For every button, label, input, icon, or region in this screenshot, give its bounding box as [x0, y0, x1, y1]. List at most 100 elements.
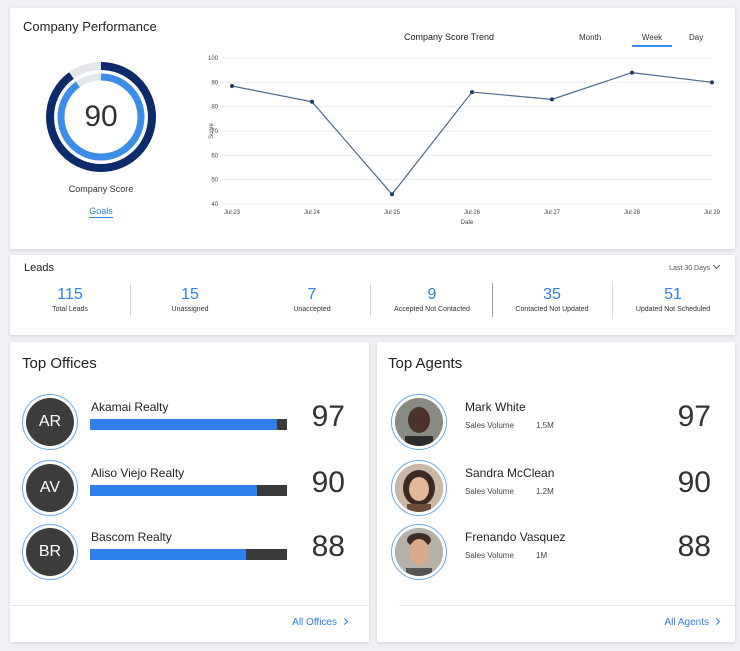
- agent-row[interactable]: Mark White Sales Volume 1.5M 97: [377, 394, 735, 454]
- x-axis-label: Date: [461, 220, 474, 226]
- chevron-down-icon[interactable]: [712, 261, 721, 270]
- agent-photo-icon: [395, 398, 443, 446]
- office-row[interactable]: AR Akamai Realty 97: [10, 394, 369, 454]
- data-point: [390, 192, 394, 197]
- agent-row[interactable]: Frenando Vasquez Sales Volume 1M 88: [377, 524, 735, 584]
- agent-name[interactable]: Mark White: [465, 400, 526, 414]
- stat-value[interactable]: 9: [427, 286, 437, 303]
- stat-value[interactable]: 51: [664, 286, 682, 303]
- office-row[interactable]: AV Aliso Viejo Realty 90: [10, 460, 369, 520]
- tab-day[interactable]: Day: [689, 33, 704, 42]
- office-score: 97: [311, 400, 345, 433]
- stat-accepted-not-contacted[interactable]: 9 Accepted Not Contacted: [372, 286, 492, 313]
- avatar: AR: [22, 394, 78, 450]
- avatar: [391, 394, 447, 450]
- top-offices-title: Top Offices: [22, 355, 97, 372]
- office-score-bar-fill: [90, 485, 258, 496]
- tab-week[interactable]: Week: [632, 33, 672, 47]
- avatar-initials: BR: [26, 528, 74, 576]
- office-name[interactable]: Aliso Viejo Realty: [91, 466, 185, 480]
- stat-label: Unassigned: [171, 306, 209, 313]
- office-score-bar: [90, 485, 287, 496]
- company-score-value: 90: [84, 100, 118, 133]
- sales-volume-value: 1.5M: [536, 421, 554, 430]
- y-tick-label: 40: [211, 202, 218, 208]
- agent-photo-icon: [395, 528, 443, 576]
- x-tick-label: Jul 29: [704, 210, 721, 216]
- score-trend-chart: 40 50 60 70 80 90 100 Jul 23 Jul 24 Jul 25 Jul 26 J…: [208, 56, 721, 226]
- y-tick-label: 50: [211, 178, 218, 184]
- divider: [10, 605, 369, 606]
- stat-updated-not-scheduled[interactable]: 51 Updated Not Scheduled: [613, 286, 733, 313]
- goals-link-text[interactable]: Goals: [89, 206, 113, 218]
- leads-title: Leads: [24, 262, 54, 274]
- x-tick-label: Jul 27: [544, 210, 561, 216]
- company-score-label: Company Score: [68, 184, 134, 194]
- stat-label: Contacted Not Updated: [515, 306, 589, 313]
- top-agents-card: Top Agents Mark White Sales Volume 1.5M …: [377, 342, 735, 642]
- avatar: BR: [22, 524, 78, 580]
- leads-range-dropdown[interactable]: Last 30 Days: [669, 261, 721, 272]
- agent-name[interactable]: Frenando Vasquez: [465, 530, 566, 544]
- divider: [370, 283, 371, 317]
- office-score: 90: [311, 466, 345, 499]
- divider: [612, 283, 613, 317]
- divider: [399, 605, 735, 606]
- leads-card: Leads Last 30 Days 115 Total Leads 15 Unas…: [10, 255, 735, 335]
- stat-total-leads[interactable]: 115 Total Leads: [10, 286, 130, 313]
- sales-volume-label: Sales Volume: [465, 421, 514, 430]
- office-score-bar: [90, 419, 287, 430]
- tab-month[interactable]: Month: [579, 33, 602, 42]
- x-tick-label: Jul 25: [384, 210, 401, 216]
- goals-link[interactable]: Goals: [46, 206, 156, 218]
- all-offices-label[interactable]: All Offices: [292, 617, 337, 628]
- company-score-gauge: [46, 62, 156, 172]
- sales-volume-label: Sales Volume: [465, 551, 514, 560]
- agent-score: 88: [677, 530, 711, 563]
- avatar: AV: [22, 460, 78, 516]
- all-offices-link[interactable]: All Offices: [292, 617, 349, 628]
- agent-score: 90: [677, 466, 711, 499]
- agent-score: 97: [677, 400, 711, 433]
- y-tick-label: 70: [211, 129, 218, 135]
- data-point: [230, 83, 234, 88]
- performance-title: Company Performance: [23, 19, 157, 34]
- all-agents-label[interactable]: All Agents: [664, 617, 709, 628]
- stat-value[interactable]: 115: [57, 286, 83, 303]
- agent-row[interactable]: Sandra McClean Sales Volume 1.2M 90: [377, 460, 735, 520]
- leads-range-label[interactable]: Last 30 Days: [669, 265, 710, 272]
- x-tick-label: Jul 28: [624, 210, 641, 216]
- stat-value[interactable]: 35: [543, 286, 561, 303]
- stat-label: Total Leads: [52, 306, 88, 313]
- stat-value[interactable]: 7: [307, 286, 317, 303]
- office-name[interactable]: Akamai Realty: [91, 400, 169, 414]
- stat-label: Updated Not Scheduled: [635, 306, 711, 313]
- y-tick-label: 100: [208, 56, 219, 62]
- stat-value[interactable]: 15: [181, 286, 199, 303]
- office-row[interactable]: BR Bascom Realty 88: [10, 524, 369, 584]
- chevron-right-icon[interactable]: [340, 617, 349, 626]
- y-tick-label: 80: [211, 105, 218, 111]
- office-name[interactable]: Bascom Realty: [91, 530, 172, 544]
- top-agents-title: Top Agents: [388, 355, 463, 372]
- data-point: [710, 80, 714, 85]
- agent-name[interactable]: Sandra McClean: [465, 466, 555, 480]
- agent-photo-icon: [395, 464, 443, 512]
- all-agents-link[interactable]: All Agents: [664, 617, 721, 628]
- y-tick-label: 90: [211, 80, 218, 86]
- chevron-right-icon[interactable]: [712, 617, 721, 626]
- office-score-bar: [90, 549, 287, 560]
- sales-volume-value: 1.2M: [536, 487, 554, 496]
- avatar: [391, 524, 447, 580]
- sales-volume-value: 1M: [536, 551, 548, 560]
- avatar: [391, 460, 447, 516]
- stat-unaccepted[interactable]: 7 Unaccepted: [252, 286, 372, 313]
- avatar-initials: AR: [26, 398, 74, 446]
- x-tick-label: Jul 24: [304, 210, 321, 216]
- stat-contacted-not-updated[interactable]: 35 Contacted Not Updated: [492, 286, 612, 313]
- sales-volume-label: Sales Volume: [465, 487, 514, 496]
- stat-unassigned[interactable]: 15 Unassigned: [130, 286, 250, 313]
- data-point: [550, 97, 554, 102]
- chart-title: Company Score Trend: [404, 32, 495, 42]
- avatar-initials: AV: [26, 464, 74, 512]
